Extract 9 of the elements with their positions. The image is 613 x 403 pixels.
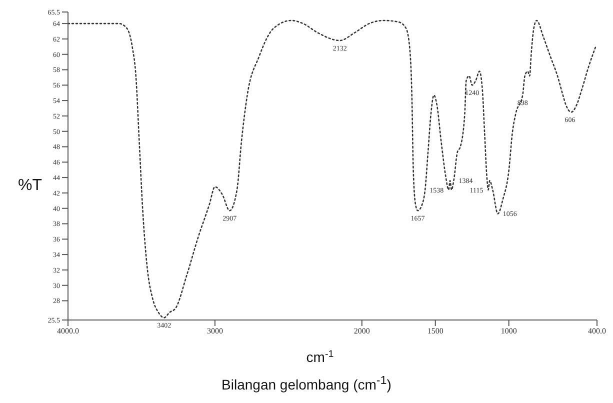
x-tick-label: 1500 — [427, 326, 444, 336]
y-axis-title: %T — [18, 177, 42, 194]
x-tick-label: 400.0 — [588, 326, 606, 336]
x-tick-label: 1000 — [500, 326, 517, 336]
x-tick-label: 4000.0 — [57, 326, 79, 336]
text: Bilangan gelombang (cm$^{-1}$) — [220, 374, 392, 393]
x-tick-label: 2000 — [354, 326, 370, 336]
x-tick-label: 3000 — [206, 326, 223, 336]
x-axis-title: cm$^{-1}$ — [306, 348, 334, 365]
